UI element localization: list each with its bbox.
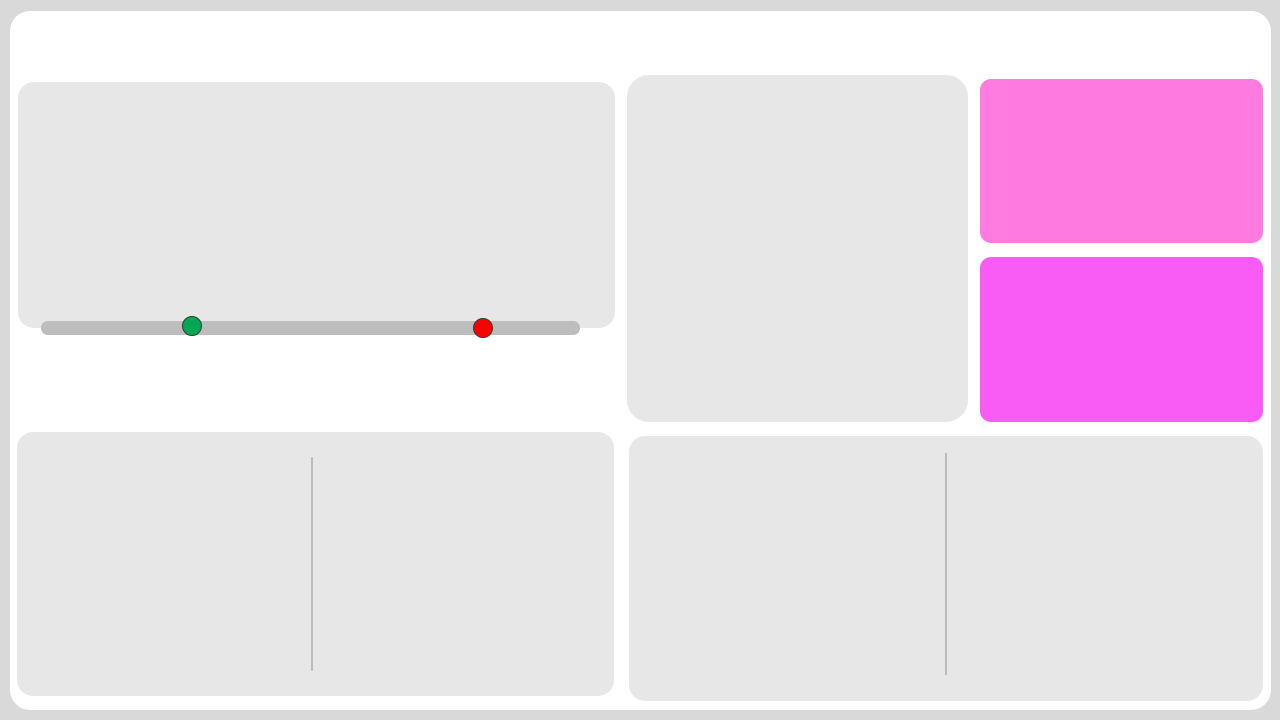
preview-panel (18, 82, 615, 328)
bottom-right-divider[interactable] (945, 453, 947, 675)
color-swatch-magenta[interactable] (980, 257, 1263, 422)
range-slider-start-handle[interactable] (181, 316, 202, 336)
bottom-left-divider[interactable] (311, 457, 313, 671)
range-slider-end-handle[interactable] (472, 318, 493, 338)
color-swatch-pink[interactable] (980, 79, 1263, 243)
bottom-left-panel (17, 432, 614, 696)
range-slider-track[interactable] (41, 321, 580, 335)
center-panel (627, 75, 968, 422)
